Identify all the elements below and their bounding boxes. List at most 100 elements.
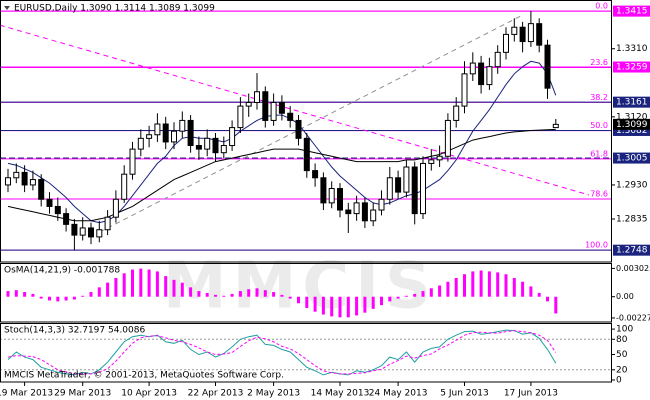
x-tick-label: 22 Apr 2013: [188, 389, 244, 399]
candle-body: [403, 166, 410, 193]
fib-label: 23.6: [590, 58, 608, 67]
candle-body: [486, 66, 493, 86]
price-title: EURUSD,Daily 1.3090 1.3114 1.3089 1.3099: [14, 4, 215, 14]
candle-body: [187, 119, 194, 147]
candle-body: [420, 162, 426, 215]
osma-bar: [288, 296, 292, 299]
osma-bar: [131, 269, 134, 297]
y-tick-label: 1.2835: [616, 214, 648, 224]
osma-bar: [89, 292, 93, 297]
fib-label: 38.2: [590, 93, 608, 102]
osma-bar: [297, 296, 300, 304]
level-price-label: 1.3415: [616, 7, 648, 17]
x-tick-label: 10 Apr 2013: [121, 389, 177, 399]
price-panel: [0, 10, 612, 251]
candle-body: [204, 137, 211, 150]
candle-body: [162, 123, 169, 143]
osma-bar: [471, 271, 475, 297]
level-price-box: [613, 152, 650, 164]
osma-bar: [189, 287, 193, 297]
candle-body: [469, 62, 476, 75]
osma-bar: [454, 277, 458, 297]
y-tick-label: 20: [616, 365, 628, 375]
osma-bar: [147, 269, 151, 297]
stoch-line: [7, 329, 557, 376]
osma-bar: [72, 296, 76, 300]
candle-body: [370, 209, 377, 222]
candle-body: [137, 137, 144, 150]
candle-body: [146, 134, 153, 139]
candle-body: [171, 130, 177, 143]
candle-body: [287, 112, 294, 121]
osma-panel: [6, 268, 558, 318]
level-price-box: [613, 244, 650, 256]
osma-bar: [64, 296, 68, 301]
osma-bar: [504, 274, 508, 297]
candle-body: [5, 177, 11, 186]
level-price-box: [613, 124, 650, 136]
candle-body: [46, 198, 53, 207]
level-price-label: 1.3005: [616, 154, 648, 164]
candle-body: [494, 51, 501, 68]
level-price-box: [613, 61, 650, 73]
fib-label: 61.8: [590, 149, 608, 158]
y-tick-label: 0.003025: [616, 264, 650, 273]
current-price-label: 1.3099: [616, 120, 648, 130]
trendline: [99, 14, 523, 233]
x-tick-label: 17 Jun 2013: [504, 389, 558, 399]
trendline: [0, 24, 590, 196]
x-tick-label: 29 Mar 2013: [54, 389, 111, 399]
level-price-label: 1.3082: [616, 126, 648, 136]
y-tick-label: 80: [616, 335, 628, 345]
candle-body: [71, 223, 78, 236]
osma-bar: [496, 272, 500, 297]
osma-bar: [363, 296, 367, 313]
candle-body: [511, 26, 518, 35]
candle-body: [38, 179, 45, 200]
osma-bar: [39, 296, 43, 299]
osma-bar: [554, 296, 558, 314]
stoch-title: Stoch(14,3,3) 32.7197 54.0086: [4, 326, 145, 336]
candle-body: [104, 216, 111, 231]
osma-bar: [438, 285, 442, 297]
candle-body: [328, 188, 335, 204]
candle-body: [129, 148, 136, 175]
candle-body: [395, 177, 402, 193]
level-price-label: 1.3161: [616, 98, 648, 108]
osma-bar: [56, 296, 60, 302]
osma-bar: [463, 274, 466, 297]
osma-bar: [446, 281, 450, 297]
fib-label: 50.0: [590, 121, 608, 130]
level-price-box: [613, 5, 650, 17]
candle-body: [436, 155, 443, 161]
osma-bar: [429, 288, 433, 297]
osma-bar: [521, 281, 525, 297]
candle-body: [262, 91, 269, 121]
osma-bar: [355, 296, 359, 316]
price-frame: [0, 0, 612, 263]
x-tick-label: 24 May 2013: [369, 389, 428, 399]
y-tick-label: 1.3310: [616, 44, 648, 54]
candle-body: [179, 119, 186, 132]
copyright: MMCIS MetaTrader, © 2001-2013, MetaQuote…: [4, 371, 284, 381]
y-tick-label: 1.3120: [616, 112, 648, 122]
candle-body: [195, 145, 202, 150]
level-price-label: 1.2748: [616, 246, 648, 256]
candle-body: [478, 62, 485, 86]
x-tick-label: 5 Jun 2013: [440, 389, 488, 399]
osma-bar: [230, 293, 234, 297]
candle-body: [79, 227, 86, 236]
candle-body: [63, 213, 70, 225]
candle-body: [54, 205, 61, 215]
candle-body: [278, 102, 285, 114]
osma-bar: [321, 296, 325, 315]
osma-bar: [404, 295, 408, 297]
osma-bar: [479, 270, 483, 297]
y-tick-label: -0.00227: [616, 313, 650, 322]
y-tick-label: 0.00: [616, 292, 634, 301]
osma-bar: [529, 286, 533, 297]
level-price-label: 1.3259: [616, 63, 648, 73]
osma-bar: [388, 296, 392, 302]
